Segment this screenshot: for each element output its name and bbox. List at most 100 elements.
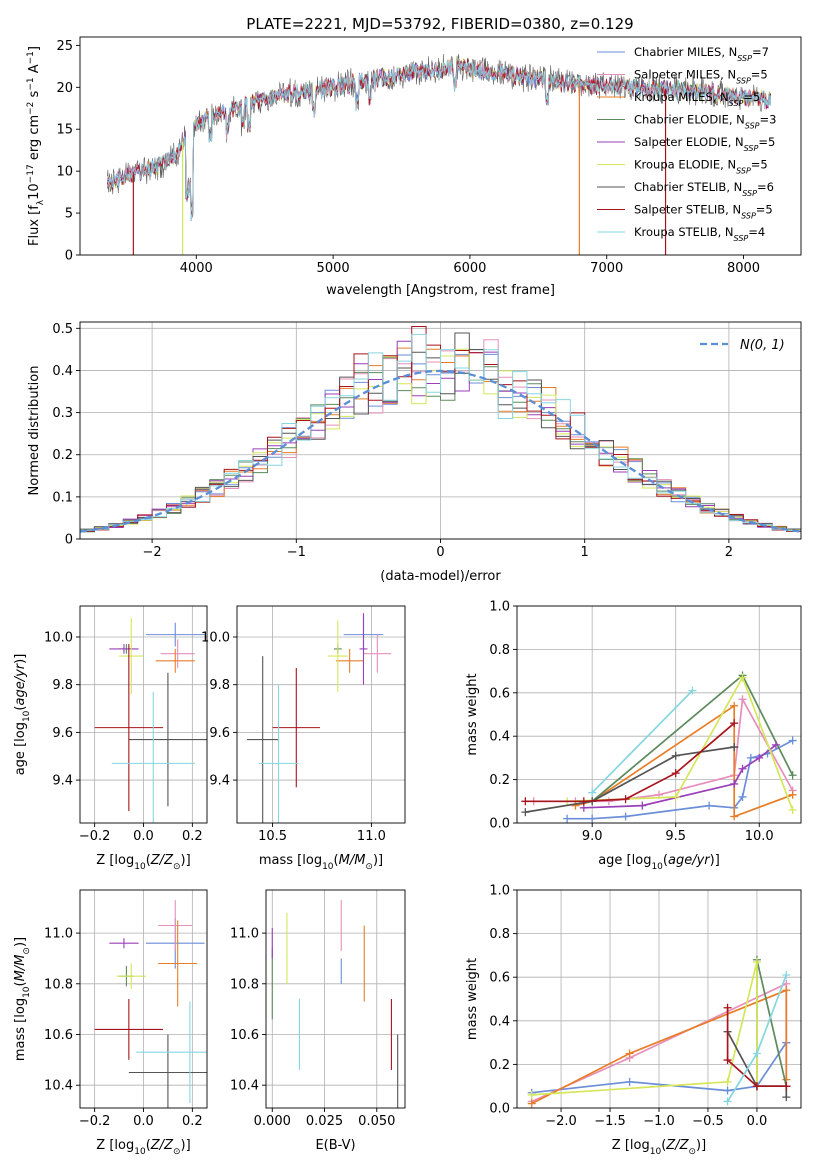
x-tick-label: −2.0: [545, 1114, 577, 1129]
legend-label-chabrier_elodie: Chabrier ELODIE, NSSP=3: [634, 113, 776, 131]
y-label-part: Flux [f: [27, 205, 42, 246]
age_vs_mass-panel: 10.5 11.0 9.4 9.6 9.8 10.0 mass [log10(M/M⊙)]: [201, 605, 406, 872]
y-label-part: erg cm: [27, 115, 42, 164]
label-part: (: [13, 981, 28, 986]
x-tick-label: −0.5: [692, 1114, 724, 1129]
y-label-part: 10: [27, 183, 42, 200]
y-tick-label: 0.4: [489, 730, 510, 745]
weight-line-salpeter_miles: [533, 696, 794, 803]
label-part: mass [: [13, 1018, 28, 1061]
weights_vs_Z-x-label: Z [log10(Z/Z⊙)]: [612, 1138, 706, 1157]
weights_vs_age-x-label: age [log10(age/yr)]: [598, 853, 720, 872]
weight-marker-kroupa_miles: [730, 812, 739, 821]
mass_vs_ebv-panel: 0.000 0.025 0.050 10.4 10.6 10.8 11.0 E(B-V): [230, 889, 406, 1153]
legend-label-chabrier_stelib: Chabrier STELIB, NSSP=6: [634, 180, 774, 198]
label-part: M/M: [13, 955, 28, 982]
label-part: log: [632, 853, 652, 868]
label-part: ⊙: [365, 862, 373, 872]
y-label-part: A: [27, 64, 42, 77]
y-label-part: −1: [26, 77, 36, 90]
y-tick-label: 25: [56, 39, 73, 54]
y-tick-label: 0.4: [52, 364, 73, 379]
legend-label-salpeter_elodie: Salpeter ELODIE, NSSP=5: [634, 135, 775, 153]
legend-subscript: SSP: [736, 76, 751, 85]
legend-tail: =5: [743, 90, 760, 104]
y-label-part: ]: [27, 46, 42, 51]
y-tick-label: 0.6: [489, 686, 510, 701]
residuals-panel: −2 −1 0 1 2 0 0.1 0.2 0.3 0.4 0.5 (data-model)/erro…: [27, 321, 802, 584]
y-tick-label: 20: [56, 81, 73, 96]
y-tick-label: 0.8: [489, 927, 510, 942]
y-label-part: −1: [26, 51, 36, 64]
x-tick-label: 8000: [727, 261, 760, 276]
y-tick-label: 10.0: [44, 631, 73, 646]
weight-marker-salpeter_stelib: [621, 795, 630, 804]
legend-text: Kroupa MILES, N: [634, 90, 729, 104]
residuals-plot-area: [80, 326, 801, 534]
y-tick-label: 0.5: [52, 322, 73, 337]
weight-marker-kroupa_elodie: [671, 792, 680, 801]
weight-marker-chabrier_stelib: [730, 743, 739, 752]
legend-label-kroupa_elodie: Kroupa ELODIE, NSSP=5: [634, 158, 768, 176]
y-tick-label: 0.0: [489, 817, 510, 832]
label-part: log: [114, 853, 134, 868]
x-tick-label: 0.000: [254, 1114, 291, 1129]
legend-subscript: SSP: [736, 166, 751, 175]
legend-text: Kroupa STELIB, N: [634, 225, 734, 239]
legend-text: Salpeter MILES, N: [634, 68, 736, 82]
label-part: (: [334, 853, 339, 868]
y-tick-label: 9.6: [209, 726, 230, 741]
spectrum-x-label: wavelength [Angstrom, rest frame]: [326, 283, 555, 298]
label-part: mass [: [259, 853, 302, 868]
weight-marker-kroupa_stelib: [688, 686, 697, 695]
legend-subscript: SSP: [734, 234, 749, 243]
label-part: (: [146, 1138, 151, 1153]
mass_vs_ebv-frame: [265, 889, 406, 1109]
y-tick-label: 9.8: [209, 678, 230, 693]
label-part: log: [302, 853, 322, 868]
x-tick-label: −2: [143, 545, 162, 560]
mass_vs_Z-panel: −0.2 0.0 0.210.410.610.811.0Z [log10(Z/Z⊙)…: [13, 889, 208, 1157]
x-tick-label: 0.2: [182, 1114, 203, 1129]
weight-marker-kroupa_miles: [527, 1099, 536, 1108]
y-label-part: −2: [26, 102, 36, 115]
legend-tail: =3: [760, 113, 777, 127]
mass_vs_ebv-x-label: E(B-V): [315, 1138, 355, 1153]
y-tick-label: 9.4: [52, 774, 73, 789]
weight-marker-chabrier_stelib: [782, 1093, 791, 1102]
age_vs_mass-plot-area: [246, 613, 392, 823]
weight-line-salpeter_elodie: [583, 744, 777, 809]
mass_vs_Z-plot-area: [94, 900, 207, 1108]
y-tick-label: 0: [65, 533, 73, 548]
y-tick-label: 10.8: [230, 977, 259, 992]
y-label-part: s: [27, 90, 42, 101]
y-tick-label: 10: [56, 165, 73, 180]
x-tick-label: 0.050: [358, 1114, 395, 1129]
weight-marker-kroupa_stelib: [752, 1049, 761, 1058]
legend-subscript: SSP: [741, 211, 756, 220]
x-tick-label: 0.0: [133, 1114, 154, 1129]
x-tick-label: −1.5: [594, 1114, 626, 1129]
y-tick-label: 11.0: [230, 927, 259, 942]
y-tick-label: 0.2: [489, 1058, 510, 1073]
weight-marker-chabrier_miles: [563, 814, 572, 823]
legend-label-salpeter_stelib: Salpeter STELIB, NSSP=5: [634, 203, 773, 221]
gaussian-curve: [80, 369, 801, 533]
label-part: log: [13, 998, 28, 1018]
weight-marker-salpeter_elodie: [638, 801, 647, 810]
spectrum-plot-area: [107, 53, 771, 255]
weight-marker-salpeter_stelib: [671, 769, 680, 778]
weights_vs_Z-y-label: mass weight: [465, 958, 480, 1040]
age_vs_Z-plot-area: [94, 617, 207, 823]
legend-text: Salpeter ELODIE, N: [634, 135, 744, 149]
x-tick-label: 0.025: [306, 1114, 343, 1129]
x-tick-label: 9.0: [582, 829, 603, 844]
y-tick-label: 10.6: [44, 1028, 73, 1043]
weight-marker-kroupa_elodie: [788, 805, 797, 814]
figure-title: PLATE=2221, MJD=53792, FIBERID=0380, z=0…: [246, 15, 633, 33]
weight-marker-kroupa_stelib: [588, 788, 597, 797]
weight-marker-chabrier_miles: [723, 1086, 732, 1095]
weights_vs_Z-panel: −2.0 −1.5 −1.0 −0.5 0.0 0.0 0.2 0.4 0.6 0.8 1.0 Z […: [465, 884, 802, 1157]
legend-subscript: SSP: [729, 99, 744, 108]
